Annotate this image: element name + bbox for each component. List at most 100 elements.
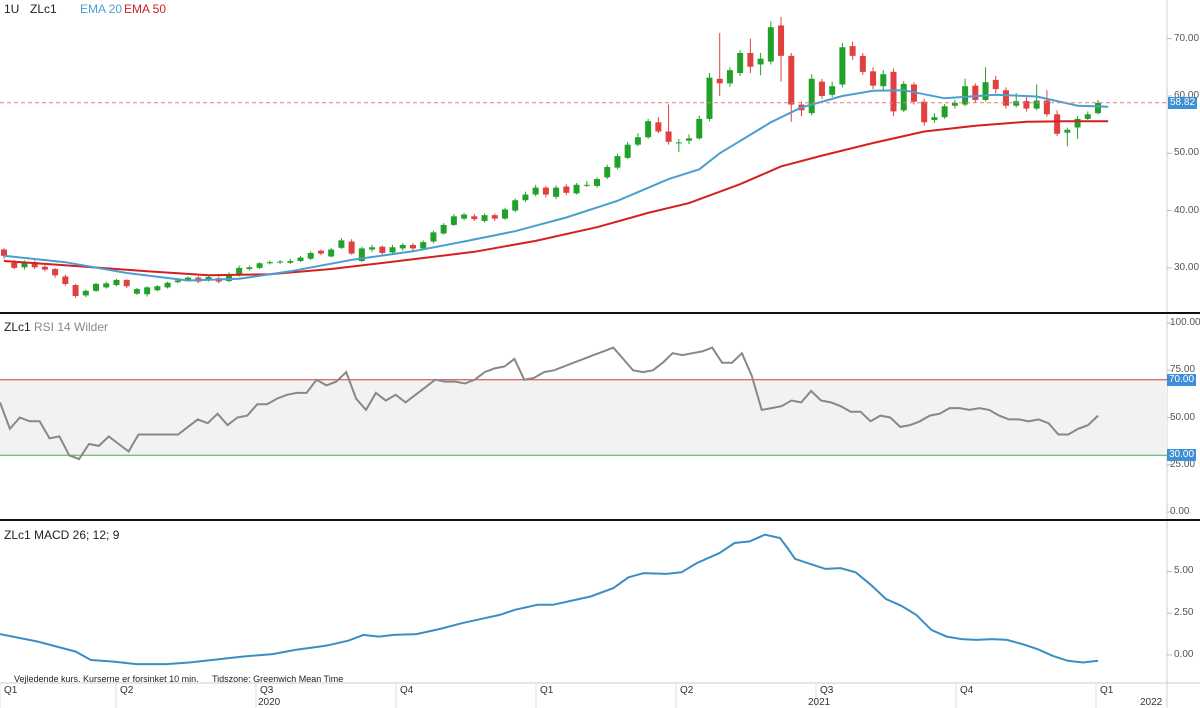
candle-up — [808, 78, 815, 114]
candle-up — [420, 242, 427, 249]
candle-up — [164, 282, 171, 288]
candle-up — [512, 200, 519, 211]
candle-up — [900, 83, 907, 111]
candle-up — [829, 86, 836, 95]
candle-up — [246, 267, 253, 270]
candle-up — [962, 86, 969, 105]
quarter-label: Q1 — [1100, 685, 1114, 696]
year-label: 2022 — [1140, 697, 1163, 708]
candle-down — [655, 122, 662, 132]
candle-up — [767, 27, 774, 62]
candle-up — [1084, 114, 1091, 119]
macd-symbol-label: ZLc1 — [4, 528, 31, 542]
macd-tick-label: 2.50 — [1174, 607, 1194, 619]
quarter-label: Q1 — [4, 685, 18, 696]
candle-down — [870, 71, 877, 86]
quarter-label: Q4 — [960, 685, 974, 696]
candle-down — [31, 262, 38, 268]
candle-up — [205, 277, 212, 280]
candle-up — [93, 283, 100, 291]
candle-down — [1043, 100, 1050, 115]
candle-up — [624, 144, 631, 158]
candle-up — [21, 262, 28, 268]
candle-down — [747, 52, 754, 67]
candle-up — [389, 247, 396, 253]
candle-up — [430, 232, 437, 242]
price-tick-label: 40.00 — [1174, 204, 1200, 216]
candle-up — [1033, 100, 1040, 109]
candle-down — [890, 71, 897, 112]
candle-up — [1013, 101, 1020, 106]
candle-up — [583, 184, 590, 186]
candle-up — [287, 261, 294, 263]
candle-down — [379, 246, 386, 253]
candle-down — [992, 79, 999, 90]
candle-down — [716, 78, 723, 84]
timezone-text: Tidszone: Greenwich Mean Time — [212, 674, 344, 684]
quarter-label: Q2 — [120, 685, 134, 696]
candle-up — [686, 138, 693, 141]
candle-down — [1023, 101, 1030, 109]
rsi-tick-label: 0.00 — [1170, 506, 1190, 517]
candle-down — [921, 101, 928, 123]
macd-line — [0, 533, 1099, 666]
candle-up — [645, 121, 652, 138]
candle-up — [880, 74, 887, 87]
last-price-tag: 58.82 — [1168, 96, 1198, 109]
candle-up — [573, 184, 580, 194]
candle-up — [266, 262, 273, 264]
candle-up — [236, 267, 243, 276]
candle-up — [82, 290, 89, 296]
candle-up — [522, 194, 529, 201]
rsi-tick-label: 100.00 — [1170, 317, 1200, 328]
macd-tick-label: 0.00 — [1174, 648, 1194, 660]
rsi-tick-label: 75.00 — [1170, 364, 1196, 376]
candle-up — [256, 263, 263, 268]
candle-up — [501, 209, 508, 219]
price-tick-label: 70.00 — [1174, 32, 1200, 44]
candle-down — [72, 285, 79, 296]
quarter-label: Q3 — [260, 685, 274, 696]
price-tick-label: 50.00 — [1174, 147, 1200, 159]
candle-up — [675, 142, 682, 144]
candle-down — [972, 85, 979, 100]
candle-up — [737, 52, 744, 74]
rsi-tick-label: 25.00 — [1170, 458, 1196, 470]
interval-label[interactable]: 1U — [4, 2, 20, 16]
ema20-line — [3, 89, 1109, 282]
candle-down — [409, 244, 416, 249]
candle-up — [185, 277, 192, 281]
rsi-tick-label: 50.00 — [1170, 411, 1196, 423]
candle-up — [481, 215, 488, 221]
candle-up — [696, 118, 703, 139]
candle-up — [634, 137, 641, 145]
candle-down — [491, 215, 498, 219]
candle-up — [951, 102, 958, 106]
candle-down — [317, 250, 324, 254]
candle-up — [726, 70, 733, 84]
candle-down — [123, 279, 130, 287]
macd-indicator-label[interactable]: MACD 26; 12; 9 — [34, 528, 120, 542]
candle-down — [1, 249, 7, 256]
rsi-70-tag: 70.00 — [1167, 373, 1197, 386]
ema20-legend[interactable]: EMA 20 — [80, 2, 123, 16]
candle-down — [859, 55, 866, 72]
candle-up — [440, 224, 447, 234]
candle-up — [604, 167, 611, 178]
ema50-legend[interactable]: EMA 50 — [124, 2, 167, 16]
candle-up — [614, 156, 621, 168]
candle-down — [778, 25, 785, 56]
candle-up — [757, 58, 764, 65]
candle-up — [338, 240, 345, 248]
candle-down — [563, 186, 570, 193]
symbol-label: ZLc1 — [30, 2, 57, 16]
candle-up — [1064, 129, 1071, 133]
candle-up — [1074, 118, 1081, 128]
candle-up — [144, 287, 151, 295]
rsi-indicator-label[interactable]: RSI 14 Wilder — [34, 320, 109, 334]
year-label: 2021 — [808, 697, 831, 708]
candle-up — [1095, 102, 1101, 114]
candle-up — [113, 279, 120, 286]
candle-down — [818, 81, 825, 96]
